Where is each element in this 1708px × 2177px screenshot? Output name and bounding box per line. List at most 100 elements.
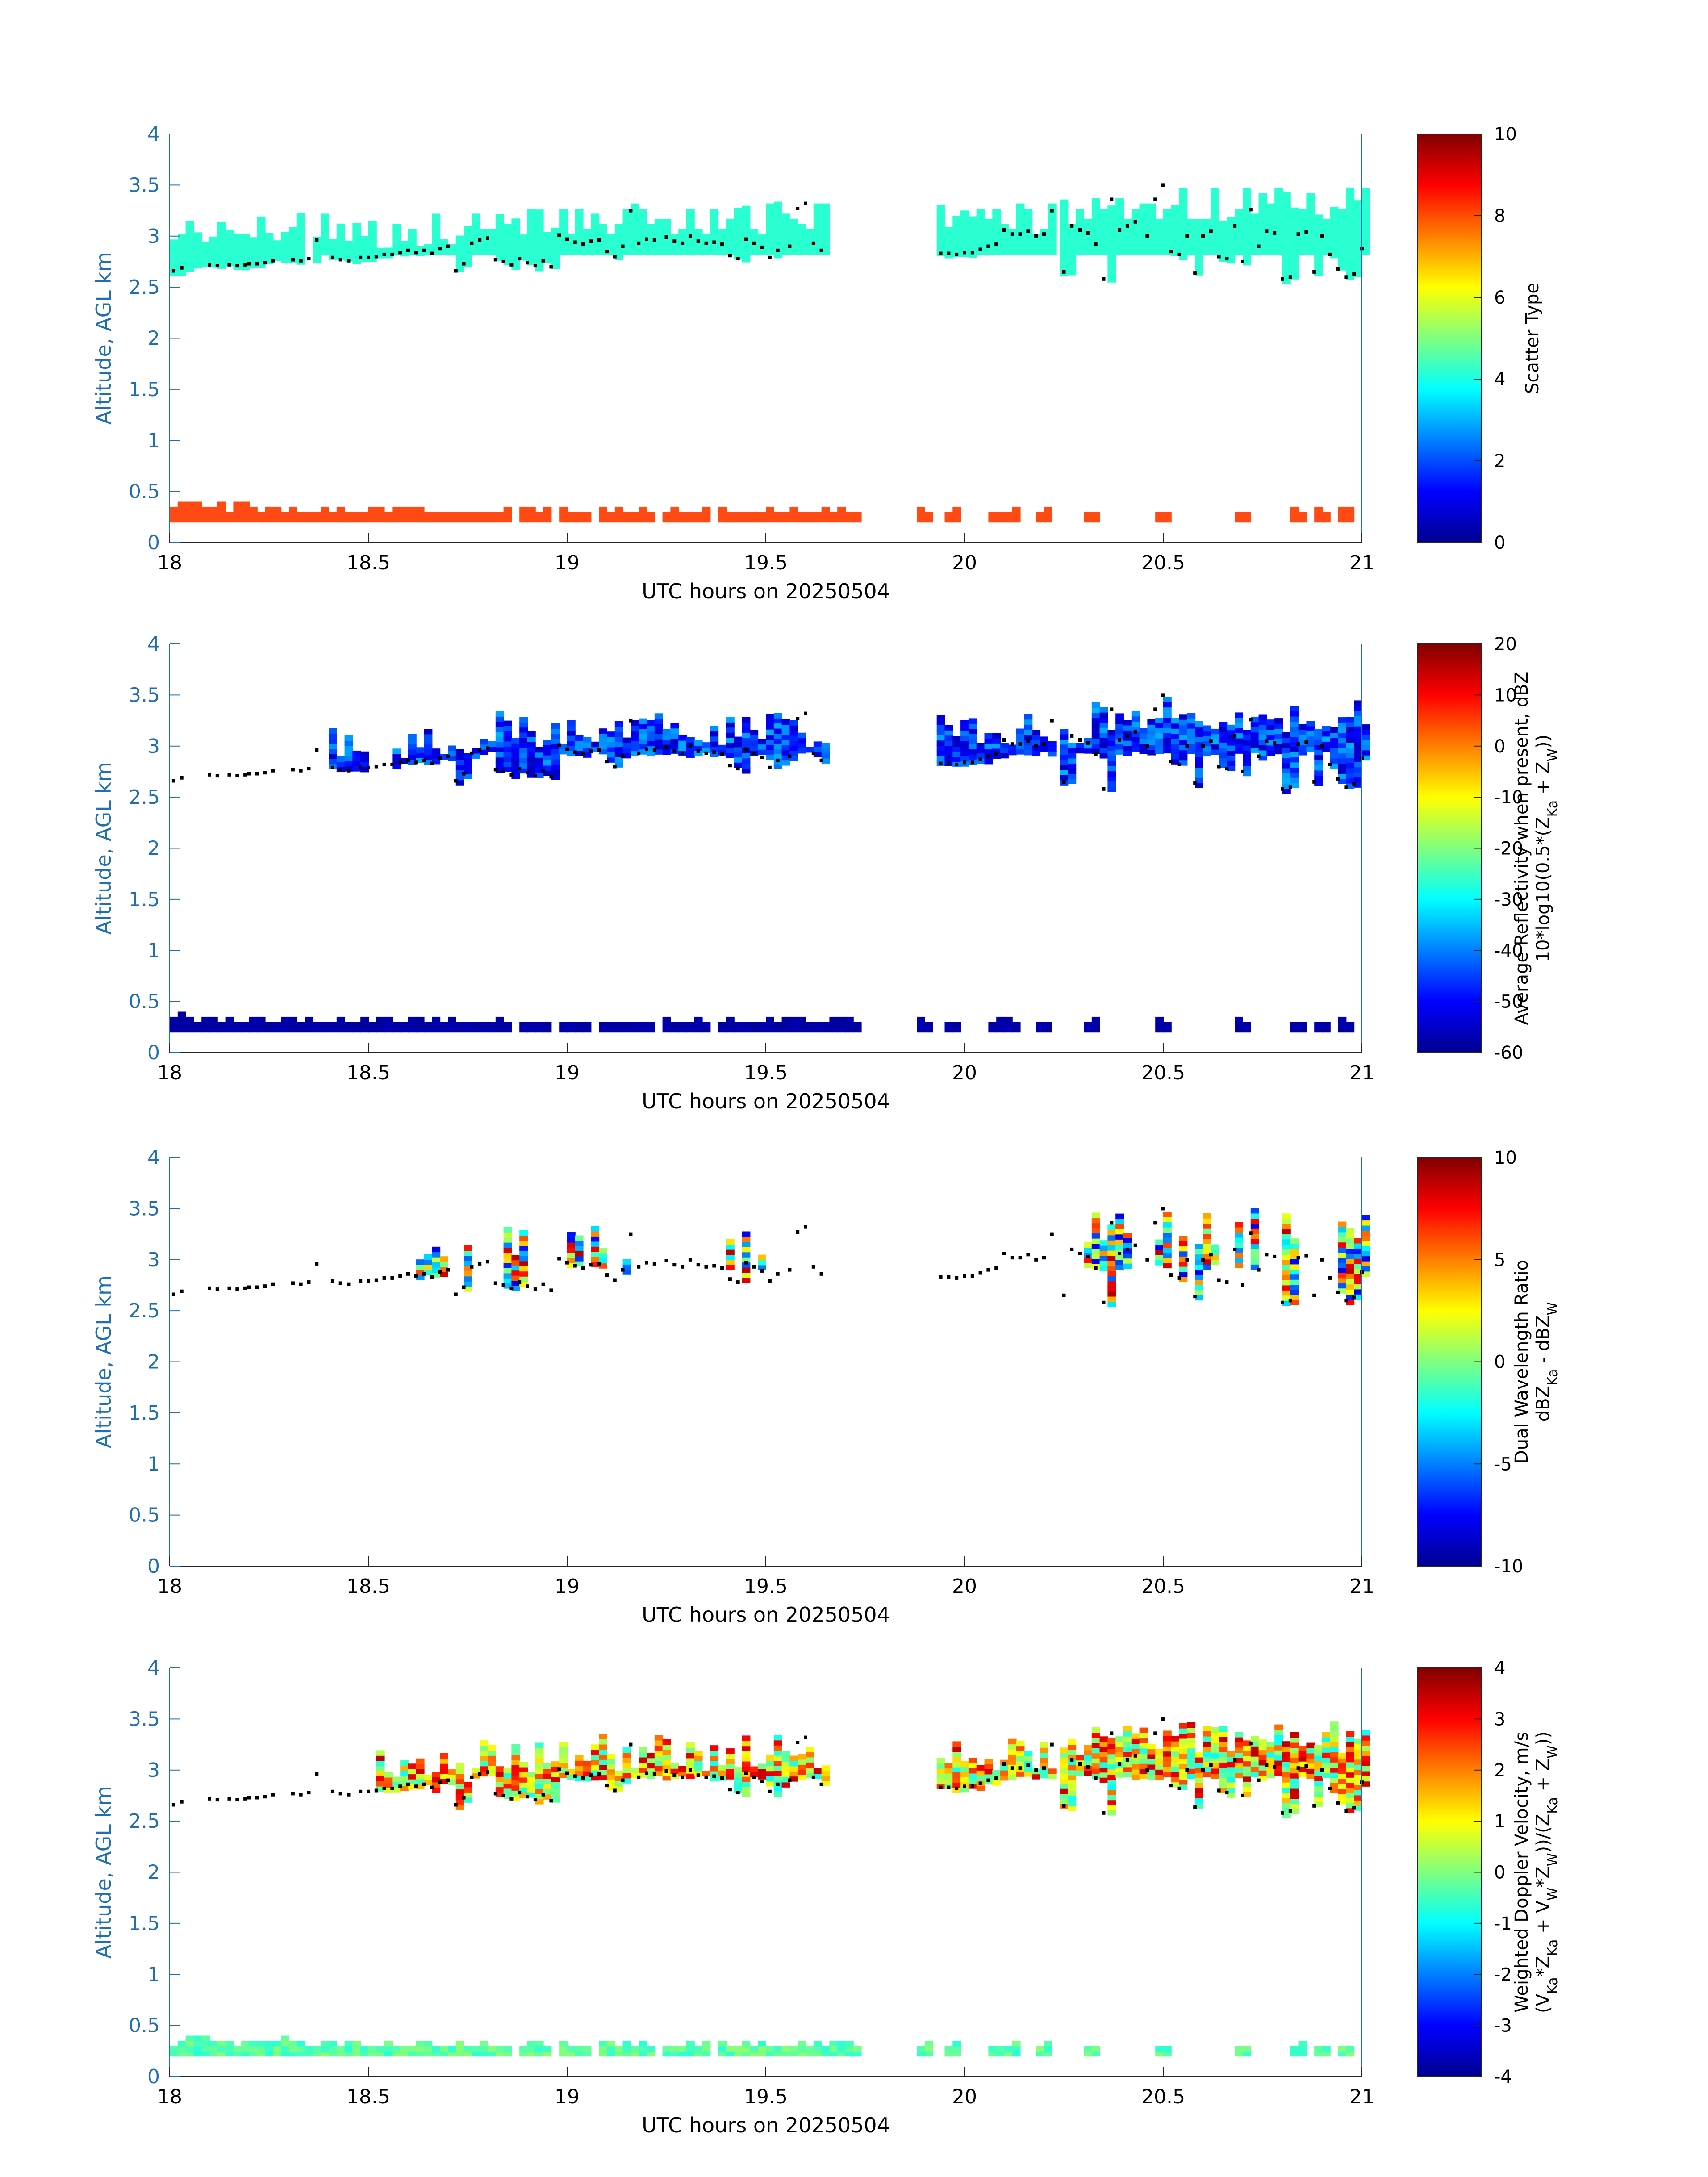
heatmap-cell bbox=[1266, 234, 1275, 240]
heatmap-cell bbox=[1155, 239, 1164, 245]
heatmap-cell bbox=[1004, 1022, 1013, 1028]
heatmap-cell bbox=[1346, 506, 1355, 513]
heatmap-cell bbox=[360, 512, 369, 518]
heatmap-cell bbox=[1060, 1752, 1069, 1759]
heatmap-cell bbox=[1163, 229, 1172, 235]
heatmap-cell bbox=[631, 725, 639, 731]
heatmap-cell bbox=[789, 730, 798, 736]
heatmap-cell bbox=[960, 1786, 969, 1793]
heatmap-cell bbox=[1290, 706, 1299, 712]
heatmap-cell bbox=[1290, 1027, 1299, 1033]
heatmap-cell bbox=[1354, 731, 1362, 737]
heatmap-cell bbox=[1107, 1748, 1116, 1755]
heatmap-cell bbox=[1195, 1777, 1203, 1783]
heatmap-cell bbox=[257, 237, 266, 242]
heatmap-cell bbox=[455, 1789, 464, 1795]
heatmap-cell bbox=[1091, 1727, 1100, 1733]
heatmap-cell bbox=[1068, 1790, 1077, 1796]
heatmap-cell bbox=[1314, 1780, 1323, 1787]
cloud-base-dot bbox=[347, 1793, 351, 1797]
heatmap-cell bbox=[1322, 2046, 1331, 2052]
heatmap-cell bbox=[1187, 1768, 1196, 1774]
heatmap-cell bbox=[686, 512, 695, 518]
heatmap-cell bbox=[1322, 244, 1331, 250]
heatmap-cell bbox=[1179, 1245, 1188, 1252]
heatmap-cell bbox=[742, 717, 751, 723]
heatmap-cell bbox=[1115, 749, 1124, 755]
heatmap-cell bbox=[1060, 749, 1069, 755]
heatmap-cell bbox=[1147, 724, 1156, 730]
heatmap-cell bbox=[177, 1022, 186, 1028]
cloud-base-dot bbox=[398, 1784, 402, 1788]
cloud-base-dot bbox=[1344, 785, 1348, 789]
heatmap-cell bbox=[742, 737, 751, 743]
heatmap-cell bbox=[622, 1768, 631, 1773]
cloud-base-dot bbox=[573, 240, 577, 244]
heatmap-cell bbox=[551, 728, 560, 734]
heatmap-cell bbox=[559, 218, 568, 225]
heatmap-cell bbox=[1076, 1755, 1084, 1761]
heatmap-cell bbox=[527, 234, 536, 240]
heatmap-cell bbox=[936, 225, 945, 231]
heatmap-cell bbox=[1330, 758, 1339, 764]
heatmap-cell bbox=[1044, 512, 1052, 518]
heatmap-cell bbox=[992, 244, 1001, 250]
heatmap-cell bbox=[614, 1771, 623, 1776]
y-tick-label: 1.5 bbox=[129, 378, 160, 401]
cloud-base-dot bbox=[986, 1778, 990, 1782]
heatmap-cell bbox=[662, 1775, 671, 1781]
heatmap-cell bbox=[1163, 2051, 1172, 2057]
heatmap-cell bbox=[1290, 228, 1299, 234]
heatmap-cell bbox=[742, 752, 751, 759]
heatmap-cell bbox=[734, 752, 743, 758]
heatmap-cell bbox=[734, 2051, 743, 2057]
heatmap-cell bbox=[968, 749, 977, 755]
cloud-base-dot bbox=[1110, 1731, 1114, 1735]
heatmap-cell bbox=[1163, 722, 1172, 728]
heatmap-cell bbox=[1290, 263, 1299, 269]
heatmap-cell bbox=[495, 1771, 504, 1777]
heatmap-cell bbox=[984, 759, 993, 765]
heatmap-cell bbox=[607, 747, 615, 753]
colorbar-tick-label: -1 bbox=[1494, 1914, 1512, 1934]
cloud-base-dot bbox=[446, 244, 450, 248]
heatmap-cell bbox=[662, 729, 671, 735]
cloud-base-dot bbox=[804, 1735, 807, 1739]
heatmap-cell bbox=[734, 218, 743, 224]
heatmap-cell bbox=[654, 234, 663, 240]
heatmap-cell bbox=[952, 1777, 961, 1783]
heatmap-cell bbox=[519, 1245, 528, 1251]
heatmap-cell bbox=[1266, 724, 1275, 731]
heatmap-cell bbox=[766, 1771, 774, 1776]
cloud-base-dot bbox=[688, 1768, 692, 1772]
heatmap-cell bbox=[1298, 1756, 1307, 1762]
cloud-base-dot bbox=[621, 754, 625, 758]
heatmap-cell bbox=[1139, 203, 1148, 209]
heatmap-cell bbox=[400, 512, 409, 518]
heatmap-cell bbox=[440, 1022, 448, 1028]
heatmap-cell bbox=[1282, 1756, 1291, 1762]
cloud-base-dot bbox=[1125, 1758, 1129, 1762]
heatmap-cell bbox=[726, 1239, 735, 1245]
heatmap-cell bbox=[662, 2046, 671, 2052]
heatmap-cell bbox=[1131, 1759, 1140, 1764]
cloud-base-dot bbox=[1118, 1252, 1122, 1255]
cloud-base-dot bbox=[744, 1771, 748, 1775]
heatmap-cell bbox=[559, 224, 568, 230]
heatmap-cell bbox=[1099, 1772, 1108, 1778]
heatmap-cell bbox=[1187, 728, 1196, 734]
heatmap-cell bbox=[952, 216, 961, 222]
heatmap-cell bbox=[1016, 224, 1025, 230]
heatmap-cell bbox=[1290, 1274, 1299, 1280]
heatmap-cell bbox=[1187, 1758, 1196, 1764]
cloud-base-dot bbox=[1034, 1768, 1038, 1772]
heatmap-cell bbox=[527, 2040, 536, 2047]
heatmap-cell bbox=[821, 213, 830, 219]
heatmap-cell bbox=[1139, 244, 1148, 250]
heatmap-cell bbox=[1179, 1743, 1188, 1749]
heatmap-cell bbox=[480, 2051, 488, 2057]
heatmap-cell bbox=[1195, 1249, 1203, 1255]
heatmap-cell bbox=[1107, 1784, 1116, 1790]
heatmap-cell bbox=[1179, 729, 1188, 735]
heatmap-cell bbox=[1163, 1730, 1172, 1736]
